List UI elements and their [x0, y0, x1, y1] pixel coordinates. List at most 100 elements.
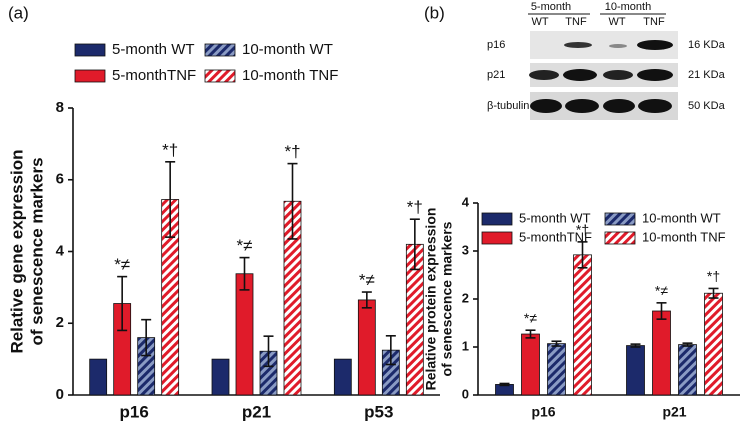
bar: [521, 333, 540, 396]
blot-group: 5-month: [531, 1, 571, 13]
row-label: p16: [487, 39, 505, 51]
y-tick-label: 3: [462, 242, 469, 257]
annotation: *†: [407, 198, 423, 217]
x-tick-label: p21: [242, 402, 271, 421]
row-label: β-tubulin: [487, 100, 529, 112]
band: [530, 99, 562, 113]
size-label: 16 KDa: [688, 39, 726, 51]
x-tick-label: p21: [662, 404, 686, 420]
band: [638, 99, 672, 113]
blot: 5-month 10-month WT TNF WT TNF p16 p21 β…: [487, 1, 726, 120]
y-tick-label: 0: [462, 386, 469, 401]
error-bar: [682, 342, 693, 347]
legend-swatch: [74, 43, 106, 57]
error-bar: [287, 162, 298, 240]
error-bar: [385, 335, 396, 366]
x-tick-label: p16: [120, 402, 149, 421]
error-bar: [239, 256, 250, 291]
y-axis-label: of senescence markers: [439, 221, 455, 376]
legend-label: 5-month WT: [112, 41, 195, 58]
annotation: *≠: [237, 236, 253, 255]
error-bar: [656, 302, 667, 320]
error-bar: [525, 329, 536, 339]
y-tick-label: 6: [56, 171, 64, 188]
bar: [652, 310, 671, 396]
y-tick-label: 0: [56, 386, 64, 403]
annotation: *†: [162, 140, 178, 159]
legend-swatch: [204, 69, 236, 83]
y-axis-label: Relative gene expression: [7, 149, 26, 353]
annotation: *†: [576, 222, 589, 238]
error-bar: [630, 343, 641, 348]
annotation: *≠: [524, 310, 537, 326]
y-tick-label: 1: [462, 338, 469, 353]
bar: [678, 344, 697, 396]
x-tick-label: p16: [531, 404, 555, 420]
band: [603, 99, 635, 113]
bar: [333, 358, 352, 396]
lane-label: WT: [531, 16, 548, 28]
blot-group: 10-month: [605, 1, 651, 13]
error-bar: [577, 241, 588, 269]
y-tick-label: 2: [56, 314, 64, 331]
legend-swatch: [604, 231, 636, 245]
y-axis-label: of senescence markers: [27, 157, 46, 345]
bar: [547, 343, 566, 396]
panel-label: (b): [424, 3, 445, 22]
band: [609, 44, 627, 48]
band: [529, 70, 559, 80]
legend-swatch: [481, 212, 513, 226]
band: [603, 70, 633, 80]
bar: [235, 273, 254, 396]
legend-label: 5-monthTNF: [519, 229, 592, 244]
band: [565, 99, 599, 113]
legend-swatch: [74, 69, 106, 83]
legend-label: 10-month WT: [642, 210, 721, 225]
legend-label: 5-month WT: [519, 210, 591, 225]
size-label: 21 KDa: [688, 69, 726, 81]
error-bar: [117, 275, 128, 332]
y-tick-label: 4: [56, 242, 65, 259]
y-axis-label: Relative protein expression: [423, 208, 439, 391]
error-bar: [499, 382, 510, 387]
annotation: *≠: [359, 271, 375, 290]
error-bar: [141, 318, 152, 357]
panel-label: (a): [8, 3, 29, 22]
error-bar: [361, 291, 372, 309]
lane-label: TNF: [643, 16, 665, 28]
band: [564, 42, 592, 48]
legend-label: 10-month TNF: [242, 67, 338, 84]
band: [563, 69, 597, 81]
y-tick-label: 4: [462, 194, 470, 209]
annotation: *†: [707, 268, 720, 284]
lane-label: TNF: [565, 16, 587, 28]
bar: [626, 345, 645, 396]
legend-label: 10-month WT: [242, 41, 333, 58]
y-tick-label: 2: [462, 290, 469, 305]
error-bar: [165, 161, 176, 238]
legend-swatch: [481, 231, 513, 245]
legend-label: 10-month TNF: [642, 229, 726, 244]
error-bar: [409, 218, 420, 271]
legend-swatch: [604, 212, 636, 226]
error-bar: [263, 335, 274, 368]
band: [637, 69, 673, 81]
error-bar: [551, 340, 562, 347]
bar: [211, 358, 230, 396]
bar: [89, 358, 108, 396]
row-label: p21: [487, 69, 505, 81]
y-tick-label: 8: [56, 99, 64, 116]
legend-swatch: [204, 43, 236, 57]
bar: [704, 292, 723, 396]
annotation: *≠: [114, 255, 130, 274]
x-tick-label: p53: [364, 402, 393, 421]
band: [637, 40, 673, 50]
annotation: *†: [284, 142, 300, 161]
size-label: 50 KDa: [688, 100, 726, 112]
legend-label: 5-monthTNF: [112, 67, 196, 84]
bar: [357, 299, 376, 396]
annotation: *≠: [655, 283, 668, 299]
lane-label: WT: [608, 16, 625, 28]
error-bar: [708, 287, 719, 299]
